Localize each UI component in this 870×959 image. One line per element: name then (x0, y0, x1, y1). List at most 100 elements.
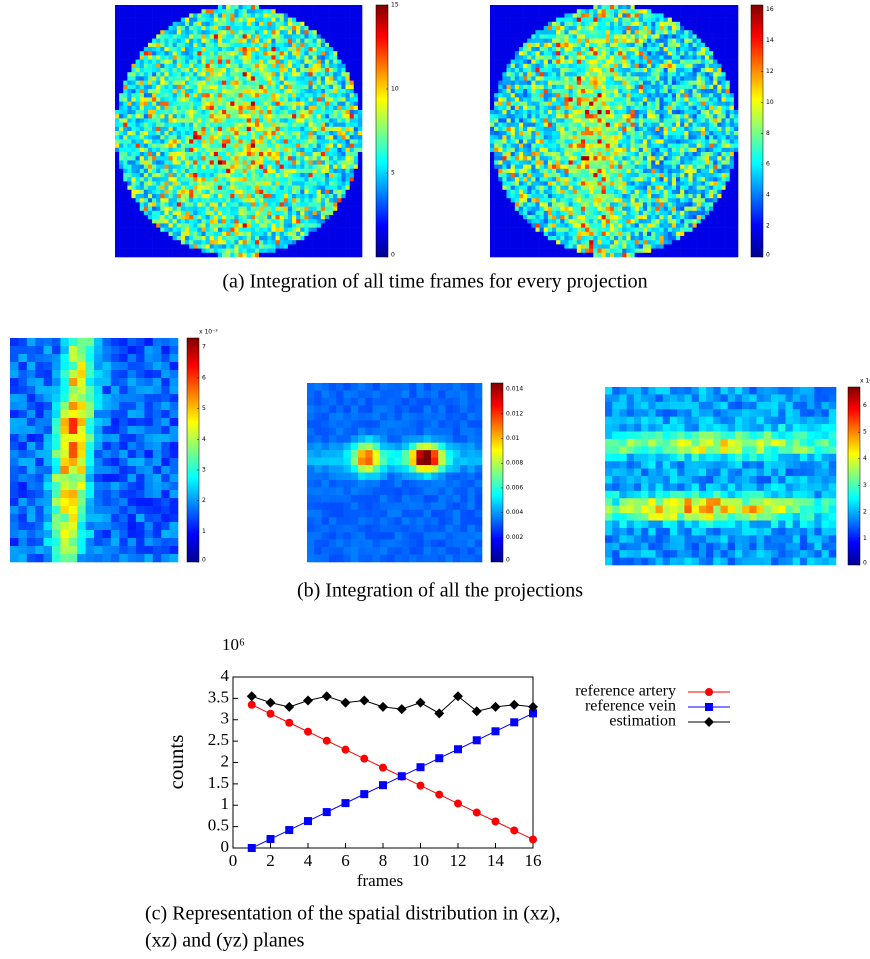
heatmap-cell (353, 114, 359, 119)
heatmap-cell (349, 240, 355, 245)
heatmap-cell (733, 89, 739, 94)
heatmap-cell (254, 131, 260, 136)
heatmap-cell (259, 5, 264, 10)
heatmap-cell (304, 47, 309, 52)
heatmap-cell (647, 34, 652, 39)
heatmap-cell (147, 26, 153, 31)
heatmap-cell (568, 47, 573, 52)
heatmap-cell (514, 59, 520, 65)
heatmap-cell (287, 248, 293, 254)
heatmap-cell (353, 168, 359, 174)
heatmap-cell (357, 55, 363, 60)
heatmap-cell (287, 185, 293, 191)
heatmap-cell (267, 30, 272, 35)
heatmap-cell (271, 231, 276, 237)
heatmap-cell (308, 93, 313, 98)
heatmap-cell (514, 34, 520, 39)
heatmap-cell (201, 236, 206, 241)
heatmap-cell (353, 244, 359, 249)
heatmap-cell (292, 89, 297, 94)
heatmap-cell (333, 227, 338, 233)
heatmap-cell (498, 21, 503, 27)
heatmap-cell (709, 84, 714, 90)
heatmap-cell (601, 17, 607, 23)
heatmap-cell (143, 240, 149, 245)
heatmap-cell (287, 139, 293, 144)
heatmap-cell (638, 42, 644, 48)
heatmap-cell (254, 93, 260, 98)
heatmap-cell (287, 13, 293, 18)
heatmap-cell (213, 231, 219, 237)
heatmap-cell (506, 63, 511, 69)
heatmap-cell (337, 93, 342, 98)
heatmap-cell (539, 42, 545, 48)
heatmap-cell (316, 248, 322, 254)
heatmap-cell (329, 9, 334, 14)
heatmap-cell (490, 80, 495, 86)
heatmap-cell (246, 210, 252, 216)
heatmap-cell (189, 122, 194, 128)
heatmap-cell (147, 13, 153, 18)
heatmap-cell (498, 34, 503, 39)
heatmap-cell (123, 13, 128, 18)
heatmap-cell (543, 9, 549, 14)
heatmap-cell (704, 55, 710, 60)
heatmap-cell (506, 89, 511, 94)
heatmap-cell (213, 38, 219, 44)
heatmap-cell (572, 13, 578, 18)
heatmap-cell (514, 80, 520, 86)
heatmap-cell (663, 76, 669, 81)
heatmap-cell (135, 219, 140, 224)
heatmap-cell (655, 13, 660, 18)
heatmap-cell (684, 30, 689, 35)
heatmap-cell (696, 55, 702, 60)
heatmap-cell (717, 17, 722, 23)
heatmap-cell (259, 252, 264, 258)
heatmap-cell (618, 63, 623, 69)
heatmap-cell (213, 26, 219, 31)
heatmap-cell (329, 185, 334, 191)
heatmap-cell (605, 59, 611, 65)
heatmap-cell (312, 252, 318, 258)
heatmap-cell (156, 72, 161, 77)
heatmap-cell (197, 160, 202, 165)
heatmap-cell (527, 17, 532, 23)
heatmap-cell (349, 68, 355, 73)
heatmap-cell (275, 118, 280, 123)
heatmap-cell (647, 59, 652, 65)
heatmap-cell (267, 177, 272, 182)
heatmap-cell (353, 147, 359, 153)
heatmap-cell (667, 93, 673, 98)
heatmap-cell (535, 34, 540, 39)
heatmap-cell (275, 105, 280, 111)
heatmap-cell (663, 34, 669, 39)
heatmap-cell (531, 38, 536, 44)
heatmap-cell (254, 194, 260, 199)
heatmap-cell (254, 72, 260, 77)
heatmap-cell (490, 76, 495, 81)
heatmap-cell (259, 110, 264, 115)
heatmap-cell (341, 231, 346, 237)
heatmap-cell (184, 51, 190, 56)
heatmap-cell (217, 80, 223, 86)
heatmap-cell (217, 236, 223, 241)
heatmap-cell (234, 30, 239, 35)
heatmap-cell (564, 30, 569, 35)
heatmap-cell (308, 47, 313, 52)
heatmap-cell (230, 240, 235, 245)
heatmap-cell (638, 55, 644, 60)
heatmap-cell (671, 47, 677, 52)
heatmap-cell (341, 21, 346, 27)
heatmap-cell (217, 181, 223, 186)
heatmap-cell (197, 30, 202, 35)
heatmap-cell (357, 139, 363, 144)
heatmap-cell (230, 126, 235, 132)
heatmap-cell (320, 210, 326, 216)
heatmap-cell (357, 194, 363, 199)
heatmap-cell (535, 26, 540, 31)
heatmap-cell (226, 231, 231, 237)
heatmap-cell (283, 59, 289, 65)
heatmap-cell (135, 51, 140, 56)
heatmap-cell (271, 105, 276, 111)
heatmap-cell (337, 118, 342, 123)
